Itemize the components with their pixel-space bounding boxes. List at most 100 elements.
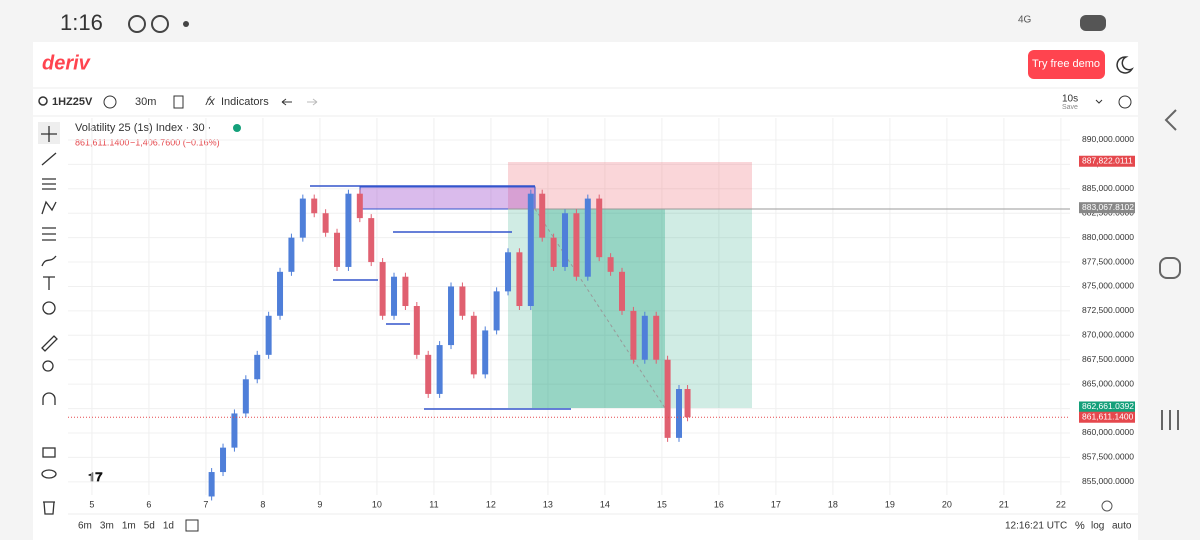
candle-body bbox=[220, 447, 227, 473]
add-icon[interactable] bbox=[103, 95, 117, 109]
candle-body bbox=[231, 413, 238, 448]
period[interactable]: 5d bbox=[144, 521, 155, 532]
y-tick-label: 870,000.0000 bbox=[1082, 330, 1134, 340]
interval[interactable]: 30m bbox=[135, 96, 156, 108]
candle-body bbox=[368, 218, 375, 263]
tool-line[interactable] bbox=[41, 152, 57, 166]
candle-body bbox=[277, 271, 284, 316]
candle-body bbox=[208, 472, 215, 497]
quote: 861,611.1400 bbox=[75, 137, 129, 147]
x-tick-label: 7 bbox=[203, 499, 208, 509]
candle-body bbox=[448, 286, 455, 346]
undo[interactable] bbox=[281, 98, 292, 106]
status-time: 1:16 bbox=[60, 10, 103, 35]
y-tick-label: 857,500.0000 bbox=[1082, 452, 1134, 462]
period[interactable]: 3m bbox=[100, 521, 114, 532]
candle-body bbox=[470, 315, 477, 375]
theme-toggle[interactable] bbox=[1116, 56, 1134, 74]
redo[interactable] bbox=[307, 98, 318, 106]
candle-body bbox=[550, 237, 557, 267]
candle-body bbox=[562, 213, 569, 267]
tool-crosshair[interactable] bbox=[41, 126, 57, 142]
tool-ruler[interactable] bbox=[41, 335, 58, 352]
period[interactable]: 6m bbox=[78, 521, 92, 532]
demo-button-label[interactable]: Try free demo bbox=[1032, 58, 1100, 70]
y-tick-label: 875,000.0000 bbox=[1082, 281, 1134, 291]
percent-toggle[interactable]: % bbox=[1075, 520, 1085, 532]
tool-pattern[interactable] bbox=[41, 200, 57, 215]
dashed-line bbox=[534, 208, 666, 409]
demo-button[interactable] bbox=[1028, 50, 1105, 79]
logo[interactable]: deriv bbox=[42, 52, 92, 74]
x-tick-label: 19 bbox=[885, 499, 895, 509]
period[interactable]: 1d bbox=[163, 521, 174, 532]
tool-eye[interactable] bbox=[41, 469, 57, 479]
candle-body bbox=[516, 252, 523, 307]
candle-body bbox=[684, 389, 691, 418]
candle-body bbox=[311, 198, 318, 214]
x-tick-label: 22 bbox=[1056, 499, 1066, 509]
candle-body bbox=[619, 271, 626, 311]
stop-zone bbox=[508, 162, 752, 209]
price-label-bg bbox=[1079, 155, 1135, 167]
tool-fib[interactable] bbox=[42, 227, 56, 241]
x-tick-label: 18 bbox=[828, 499, 838, 509]
search-icon[interactable] bbox=[38, 96, 48, 106]
calendar-icon[interactable] bbox=[185, 519, 199, 532]
target-zone bbox=[508, 209, 752, 408]
price-label: 861,611.1400 bbox=[1082, 411, 1134, 421]
y-tick-label: 855,000.0000 bbox=[1082, 476, 1134, 486]
x-tick-label: 17 bbox=[771, 499, 781, 509]
chart-type-icon[interactable] bbox=[173, 95, 184, 109]
nav-recent[interactable] bbox=[1161, 410, 1179, 430]
symbol[interactable]: 1HZ25V bbox=[52, 96, 93, 108]
tool-zoom[interactable] bbox=[42, 360, 54, 372]
candle-body bbox=[242, 379, 249, 414]
tick[interactable]: 10s bbox=[1062, 94, 1078, 105]
candle-body bbox=[402, 276, 409, 307]
indicators[interactable]: Indicators bbox=[221, 96, 269, 108]
y-tick-label: 880,000.0000 bbox=[1082, 232, 1134, 242]
candle-body bbox=[539, 193, 546, 238]
candle-body bbox=[573, 213, 580, 277]
auto-toggle[interactable]: auto bbox=[1112, 521, 1132, 532]
battery bbox=[1080, 15, 1106, 31]
candle-body bbox=[413, 306, 420, 355]
clock: 12:16:21 UTC bbox=[1005, 521, 1067, 532]
price-label: 887,822.0111 bbox=[1082, 155, 1133, 165]
tool-trash[interactable] bbox=[43, 501, 55, 515]
scale-settings[interactable] bbox=[1101, 500, 1113, 512]
dropdown[interactable] bbox=[1095, 99, 1103, 104]
nav-back[interactable] bbox=[1164, 109, 1177, 131]
settings[interactable] bbox=[1118, 95, 1132, 109]
price-label: 883,067.8102 bbox=[1082, 202, 1134, 212]
x-tick-label: 21 bbox=[999, 499, 1009, 509]
x-tick-label: 6 bbox=[146, 499, 151, 509]
tool-magnet[interactable] bbox=[42, 392, 56, 405]
tool-channel[interactable] bbox=[42, 178, 56, 190]
tool-text[interactable] bbox=[43, 276, 55, 290]
nav-home[interactable] bbox=[1159, 257, 1181, 279]
candle-body bbox=[391, 276, 398, 316]
status-network: 4G bbox=[1018, 15, 1032, 26]
candle-body bbox=[664, 359, 671, 438]
period[interactable]: 1m bbox=[122, 521, 136, 532]
y-tick-label: 865,000.0000 bbox=[1082, 378, 1134, 388]
x-tick-label: 14 bbox=[600, 499, 610, 509]
y-tick-label: 860,000.0000 bbox=[1082, 427, 1134, 437]
tool-emoji[interactable] bbox=[42, 301, 56, 315]
price-label: 862,661.0392 bbox=[1082, 401, 1134, 411]
tool-lock[interactable] bbox=[42, 447, 56, 458]
fx-icon[interactable]: 𝑓x bbox=[205, 94, 216, 108]
save[interactable]: Save bbox=[1062, 104, 1078, 111]
candle-body bbox=[425, 354, 432, 394]
tool-brush[interactable] bbox=[41, 255, 57, 267]
candle-body bbox=[436, 345, 443, 394]
log-toggle[interactable]: log bbox=[1091, 521, 1104, 532]
candle-body bbox=[676, 389, 683, 438]
candle-body bbox=[322, 213, 329, 233]
status-dot bbox=[183, 21, 189, 27]
change: −1,406.7600 (−0.16%) bbox=[130, 137, 220, 147]
